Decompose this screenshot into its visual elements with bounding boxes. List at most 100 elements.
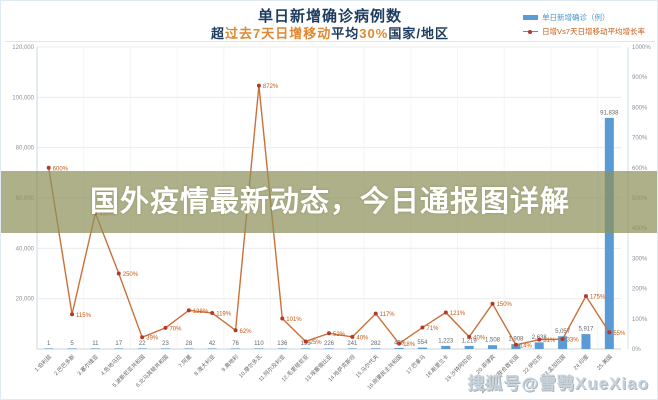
bar — [394, 347, 404, 349]
bar — [301, 348, 311, 349]
y-left-tick-label: 20,000 — [16, 297, 35, 303]
line-value-label: 14% — [520, 343, 533, 349]
bar — [254, 348, 264, 349]
x-category-label: 7.阿曼 — [177, 352, 194, 369]
line-value-label: 18% — [403, 342, 416, 348]
line-value-label: 128% — [193, 309, 209, 315]
subtitle-part: 平均 — [331, 26, 360, 41]
subtitle-part: 超 — [211, 26, 226, 41]
line-marker — [70, 312, 75, 317]
legend-line-label: 日增Vs7天日增移动平均增长率 — [542, 27, 645, 36]
bar — [534, 342, 544, 349]
line-marker — [373, 311, 378, 316]
line-value-label: 117% — [380, 312, 396, 318]
bar — [604, 117, 614, 350]
line-value-label: 40% — [356, 335, 369, 341]
line-marker — [490, 301, 495, 306]
line-value-label: 121% — [450, 311, 466, 317]
y-right-tick-label: 700% — [632, 136, 648, 142]
line-value-label: 55% — [613, 331, 626, 337]
subtitle-part: 国家/地区 — [388, 26, 449, 41]
y-right-tick-label: 200% — [632, 287, 648, 293]
bar-value-label: 5,917 — [578, 327, 594, 333]
legend-bar-label: 单日新增确诊（例） — [542, 13, 610, 22]
line-marker — [280, 316, 285, 321]
bar-value-label: 1 — [47, 341, 51, 347]
line-value-label: 31% — [543, 338, 556, 344]
y-right-tick-label: 900% — [632, 75, 648, 81]
line-marker — [303, 339, 308, 344]
x-category-label: 10.摩尔多瓦 — [237, 352, 264, 379]
header-divider — [5, 41, 655, 42]
x-category-label: 2.巴巴多斯 — [52, 352, 77, 377]
bar — [90, 348, 100, 349]
bar-value-label: 196 — [301, 341, 312, 347]
line-marker — [46, 165, 51, 170]
line-value-label: 101% — [286, 317, 302, 323]
bar — [558, 336, 568, 349]
line-value-label: 600% — [53, 166, 69, 172]
line-value-label: 150% — [497, 302, 513, 308]
headline-overlay-band: 国外疫情最新动态，今日通报图详解 — [1, 171, 657, 233]
bar-value-label: 5,057 — [555, 329, 571, 335]
bar — [137, 348, 147, 349]
line-marker — [186, 308, 191, 313]
bar-value-label: 241 — [347, 341, 358, 347]
headline-text: 国外疫情最新动态，今日通报图详解 — [89, 186, 570, 218]
bar — [231, 348, 241, 349]
bar-value-label: 11 — [92, 341, 99, 347]
bar — [488, 345, 498, 349]
y-right-tick-label: 300% — [632, 256, 648, 262]
y-right-tick-label: 600% — [632, 166, 648, 172]
x-category-label: 17.巴拿马 — [404, 352, 427, 375]
line-value-label: 115% — [76, 313, 92, 319]
line-value-label: 40% — [473, 335, 486, 341]
x-category-label: 1.伯利兹 — [33, 352, 54, 373]
line-marker — [256, 83, 261, 88]
line-value-label: 52% — [333, 332, 346, 338]
line-value-label: 62% — [240, 329, 253, 335]
bar-swatch-icon — [523, 15, 539, 20]
bar — [277, 348, 287, 349]
page-title: 单日新增确诊病例数 — [257, 8, 402, 25]
bar — [324, 348, 334, 349]
bar — [184, 348, 194, 349]
line-marker — [350, 334, 355, 339]
subtitle-part-highlight: 过去7天日增移动 — [225, 26, 332, 41]
bar-value-label: 226 — [324, 341, 335, 347]
bar — [114, 348, 124, 349]
bar-value-label: 554 — [417, 340, 428, 346]
line-marker — [467, 334, 472, 339]
line-marker — [513, 342, 518, 347]
line-swatch-icon — [523, 29, 539, 34]
legend-item-bars: 单日新增确诊（例） — [523, 12, 645, 23]
line-marker — [397, 341, 402, 346]
line-marker — [583, 294, 588, 299]
bar-value-label: 1,219 — [462, 338, 478, 344]
y-left-tick-label: 40,000 — [16, 246, 35, 252]
chart-legend: 单日新增确诊（例） 日增Vs7天日增移动平均增长率 — [523, 12, 645, 40]
x-category-label: 9.奥地利 — [219, 353, 240, 374]
bar-value-label: 1,908 — [508, 337, 524, 343]
bar — [464, 345, 474, 349]
line-value-label: 119% — [216, 312, 232, 318]
line-value-label: 39% — [146, 336, 159, 342]
legend-item-line: 日增Vs7天日增移动平均增长率 — [523, 26, 645, 37]
bar-value-label: 110 — [254, 341, 264, 347]
bar-value-label: 5 — [70, 341, 74, 347]
line-marker — [607, 330, 612, 335]
bar — [417, 347, 427, 349]
line-value-label: 175% — [590, 295, 606, 301]
bar — [371, 348, 381, 349]
x-category-label: 8.澳大利亚 — [192, 352, 217, 377]
bar — [581, 334, 591, 349]
y-right-tick-label: 1000% — [632, 45, 651, 51]
line-marker — [233, 328, 238, 333]
line-value-label: 70% — [169, 326, 182, 332]
page-subtitle: 超过去7天日增移动平均30%国家/地区 — [1, 23, 657, 42]
y-left-tick-label: 80,000 — [16, 146, 35, 152]
bar-value-label: 76 — [232, 341, 239, 347]
line-value-label: 33% — [567, 338, 580, 344]
line-marker — [327, 331, 331, 336]
